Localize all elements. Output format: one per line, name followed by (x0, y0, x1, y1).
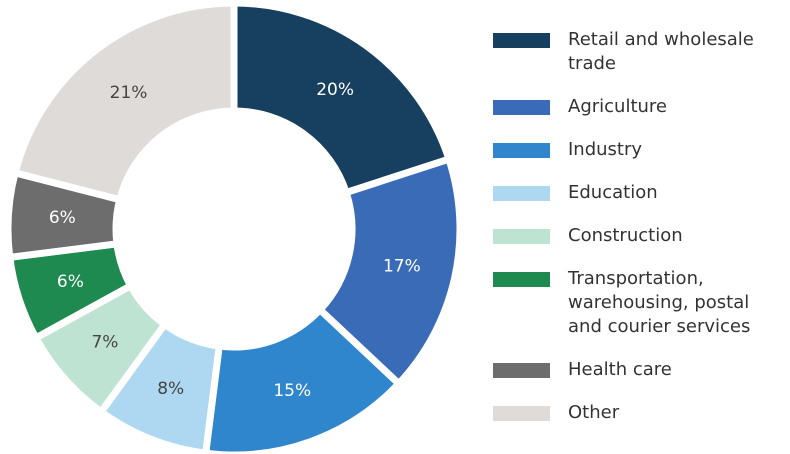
data-label: 6% (49, 208, 76, 228)
legend-label: Agriculture (568, 96, 667, 117)
data-label: 17% (383, 257, 421, 277)
legend-item: Transportation, warehousing, postal and … (493, 267, 783, 339)
legend-swatch (493, 272, 550, 287)
data-label: 21% (110, 83, 148, 103)
legend-swatch (493, 406, 550, 421)
legend-item: Health care (493, 358, 783, 382)
legend-label: Other (568, 402, 620, 423)
legend-label: Education (568, 182, 658, 203)
data-label: 8% (157, 379, 184, 399)
legend-label: Construction (568, 225, 683, 246)
legend-item: Retail and wholesale trade (493, 28, 783, 76)
legend-swatch (493, 363, 550, 378)
data-label: 20% (316, 80, 354, 100)
data-label: 6% (57, 272, 84, 292)
legend-swatch (493, 186, 550, 201)
donut-segment (315, 154, 464, 389)
legend-item: Agriculture (493, 95, 783, 119)
legend-swatch (493, 143, 550, 158)
legend-label: Industry (568, 139, 643, 160)
chart: 20% 17% 15% 8% 7% 6% 6% 21% (8, 0, 464, 454)
legend-item: Other (493, 401, 783, 425)
data-label: 15% (273, 381, 311, 401)
data-label: 7% (91, 333, 118, 353)
legend-item: Construction (493, 224, 783, 248)
legend-swatch (493, 33, 550, 48)
legend-label: Transportation, warehousing, postal and … (568, 268, 751, 337)
legend-swatch (493, 229, 550, 244)
donut-segment (230, 0, 454, 197)
legend-item: Education (493, 181, 783, 205)
legend-item: Industry (493, 138, 783, 162)
legend-swatch (493, 100, 550, 115)
donut-segment (10, 0, 238, 204)
legend: Retail and wholesale trade Agriculture Ind… (493, 28, 783, 425)
legend-label: Health care (568, 359, 672, 380)
legend-label: Retail and wholesale trade (568, 29, 754, 74)
